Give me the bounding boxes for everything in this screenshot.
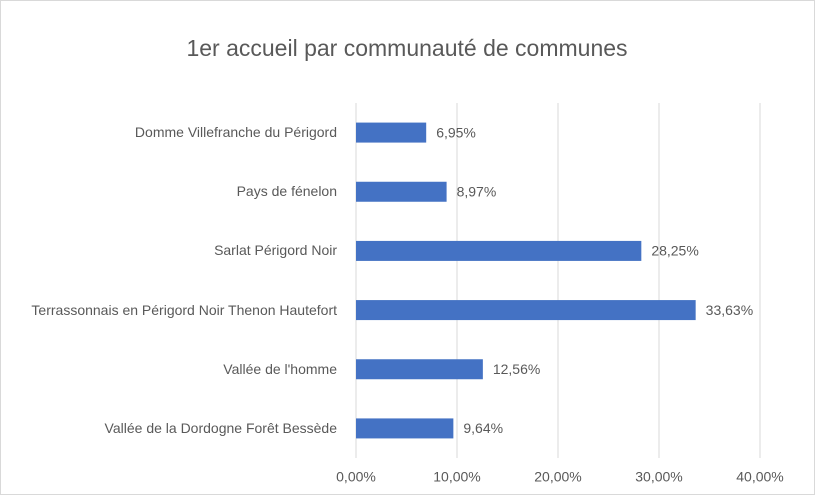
- chart-title: 1er accueil par communauté de communes: [186, 35, 627, 61]
- data-label: 8,97%: [457, 183, 497, 199]
- bar: [356, 300, 696, 321]
- data-label: 28,25%: [651, 243, 698, 259]
- bar: [356, 359, 483, 380]
- data-label: 33,63%: [706, 302, 753, 318]
- y-tick-label: Pays de fénelon: [236, 183, 337, 200]
- x-tick-label: 20,00%: [534, 469, 581, 485]
- x-tick-label: 10,00%: [433, 469, 480, 485]
- bar: [356, 181, 447, 202]
- x-tick-label: 40,00%: [736, 469, 783, 485]
- y-tick-label-box: Domme Villefranche du Périgord: [0, 113, 337, 153]
- bar: [356, 240, 642, 261]
- y-tick-label-box: Vallée de la Dordogne Forêt Bessède: [0, 408, 337, 448]
- x-tick-label: 0,00%: [336, 469, 376, 485]
- bar: [356, 122, 427, 143]
- y-tick-label: Sarlat Périgord Noir: [214, 242, 337, 259]
- data-label: 9,64%: [463, 420, 503, 436]
- y-tick-label-box: Vallée de l'homme: [0, 349, 337, 389]
- y-tick-label-box: Sarlat Périgord Noir: [0, 231, 337, 271]
- data-label: 12,56%: [493, 361, 540, 377]
- data-label: 6,95%: [436, 124, 476, 140]
- y-tick-label: Terrassonnais en Périgord Noir Thenon Ha…: [31, 301, 337, 318]
- bar: [356, 418, 454, 439]
- y-tick-label-box: Pays de fénelon: [0, 172, 337, 212]
- y-tick-label-box: Terrassonnais en Périgord Noir Thenon Ha…: [0, 290, 337, 330]
- y-tick-label: Domme Villefranche du Périgord: [134, 124, 337, 141]
- y-tick-label: Vallée de l'homme: [223, 360, 337, 377]
- x-tick-label: 30,00%: [635, 469, 682, 485]
- y-tick-label: Vallée de la Dordogne Forêt Bessède: [104, 419, 337, 436]
